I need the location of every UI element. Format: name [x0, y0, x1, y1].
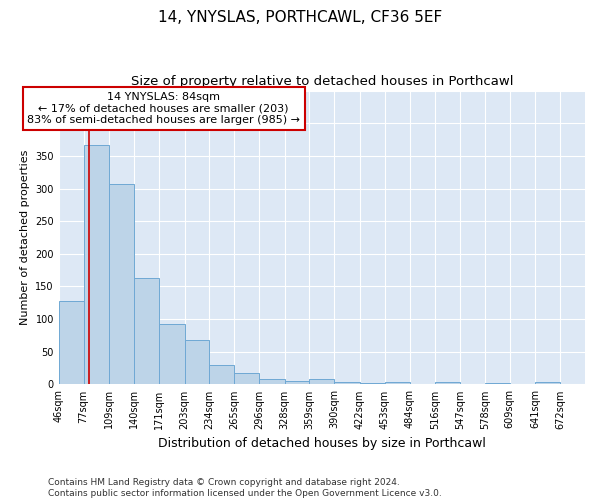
Bar — [234, 374, 259, 384]
Bar — [334, 382, 360, 384]
Bar — [209, 365, 234, 384]
Bar — [360, 383, 385, 384]
Bar — [385, 382, 410, 384]
Text: 14, YNYSLAS, PORTHCAWL, CF36 5EF: 14, YNYSLAS, PORTHCAWL, CF36 5EF — [158, 10, 442, 25]
Bar — [83, 145, 109, 384]
Bar — [109, 184, 134, 384]
Bar — [284, 380, 310, 384]
Bar — [59, 302, 83, 384]
Y-axis label: Number of detached properties: Number of detached properties — [20, 150, 30, 325]
Text: Contains HM Land Registry data © Crown copyright and database right 2024.
Contai: Contains HM Land Registry data © Crown c… — [48, 478, 442, 498]
X-axis label: Distribution of detached houses by size in Porthcawl: Distribution of detached houses by size … — [158, 437, 486, 450]
Bar — [485, 383, 510, 384]
Bar — [259, 378, 284, 384]
Text: 14 YNYSLAS: 84sqm
← 17% of detached houses are smaller (203)
83% of semi-detache: 14 YNYSLAS: 84sqm ← 17% of detached hous… — [27, 92, 300, 125]
Bar — [310, 379, 334, 384]
Bar — [435, 382, 460, 384]
Bar — [185, 340, 209, 384]
Bar — [159, 324, 185, 384]
Bar — [535, 382, 560, 384]
Bar — [134, 278, 159, 384]
Title: Size of property relative to detached houses in Porthcawl: Size of property relative to detached ho… — [131, 75, 513, 88]
